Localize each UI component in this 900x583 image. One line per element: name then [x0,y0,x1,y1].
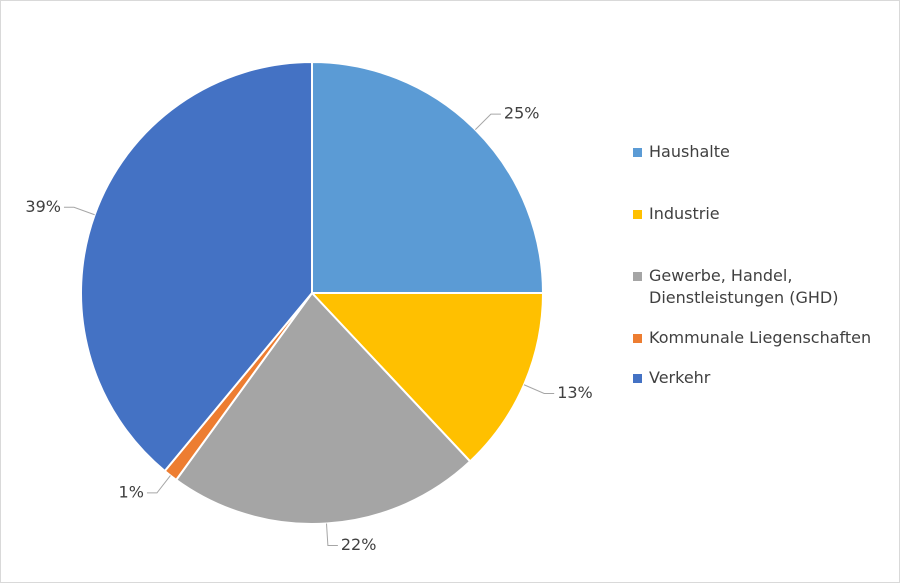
leader-line [474,113,501,131]
data-label: 1% [119,482,144,501]
pie-slice [174,291,472,525]
leader-line [326,523,338,547]
legend-item: Verkehr [633,367,893,389]
legend-swatch [633,210,642,219]
leader-line [63,206,95,216]
legend-item: Haushalte [633,141,893,163]
pie-slice [80,60,313,473]
leader-line [146,475,171,494]
pie-slice [311,60,545,294]
legend-label: Gewerbe, Handel, Dienstleistungen (GHD) [649,266,839,307]
legend-swatch [633,334,642,343]
pie-slice [309,292,545,463]
legend-swatch [633,272,642,281]
legend-label: Haushalte [649,142,730,161]
leader-line [523,384,555,394]
legend-item: Kommunale Liegenschaften [633,327,893,349]
legend-swatch [633,374,642,383]
legend-label: Industrie [649,204,720,223]
legend-item: Industrie [633,203,893,225]
data-label: 22% [341,535,377,554]
legend: Haushalte Industrie Gewerbe, Handel, Diens… [633,141,893,429]
data-label: 25% [504,104,540,123]
data-label: 39% [25,197,61,216]
legend-label: Verkehr [649,368,711,387]
legend-swatch [633,148,642,157]
legend-label: Kommunale Liegenschaften [649,328,872,347]
data-label: 13% [557,383,593,402]
legend-item: Gewerbe, Handel, Dienstleistungen (GHD) [633,265,893,309]
